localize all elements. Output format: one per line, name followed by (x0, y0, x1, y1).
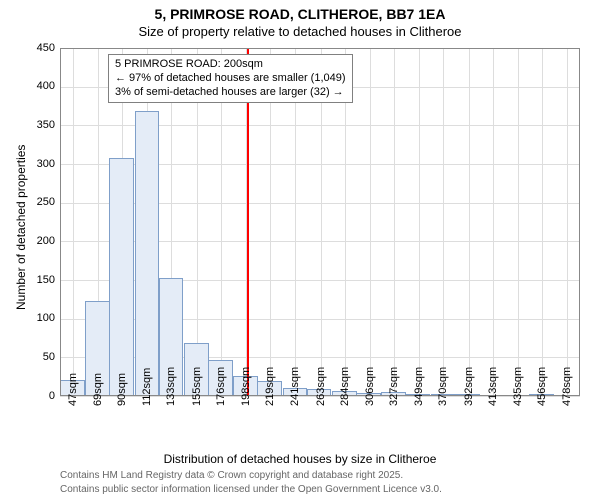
y-tick-label: 300 (37, 158, 55, 170)
annotation-line-1: 5 PRIMROSE ROAD: 200sqm (115, 58, 346, 72)
y-tick-label: 100 (37, 312, 55, 324)
x-axis-label: Distribution of detached houses by size … (0, 452, 600, 466)
y-tick-label: 350 (37, 119, 55, 131)
chart-title: 5, PRIMROSE ROAD, CLITHEROE, BB7 1EA (0, 6, 600, 22)
y-tick-label: 450 (37, 42, 55, 54)
y-tick-label: 400 (37, 80, 55, 92)
chart-container: 5, PRIMROSE ROAD, CLITHEROE, BB7 1EA Siz… (0, 0, 600, 500)
annotation-line-2: ← 97% of detached houses are smaller (1,… (115, 72, 346, 86)
y-tick-label: 50 (43, 351, 55, 363)
footer-line-2: Contains public sector information licen… (60, 484, 442, 495)
y-axis-label: Number of detached properties (14, 145, 28, 310)
y-tick-label: 200 (37, 235, 55, 247)
annotation-line-3: 3% of semi-detached houses are larger (3… (115, 86, 346, 100)
y-tick-label: 250 (37, 196, 55, 208)
histogram-bar (135, 111, 160, 396)
y-tick-label: 150 (37, 274, 55, 286)
annotation-box: 5 PRIMROSE ROAD: 200sqm ← 97% of detache… (108, 54, 353, 103)
y-tick-label: 0 (49, 390, 55, 402)
footer-line-1: Contains HM Land Registry data © Crown c… (60, 470, 403, 481)
histogram-bar (109, 158, 134, 396)
chart-subtitle: Size of property relative to detached ho… (0, 24, 600, 39)
